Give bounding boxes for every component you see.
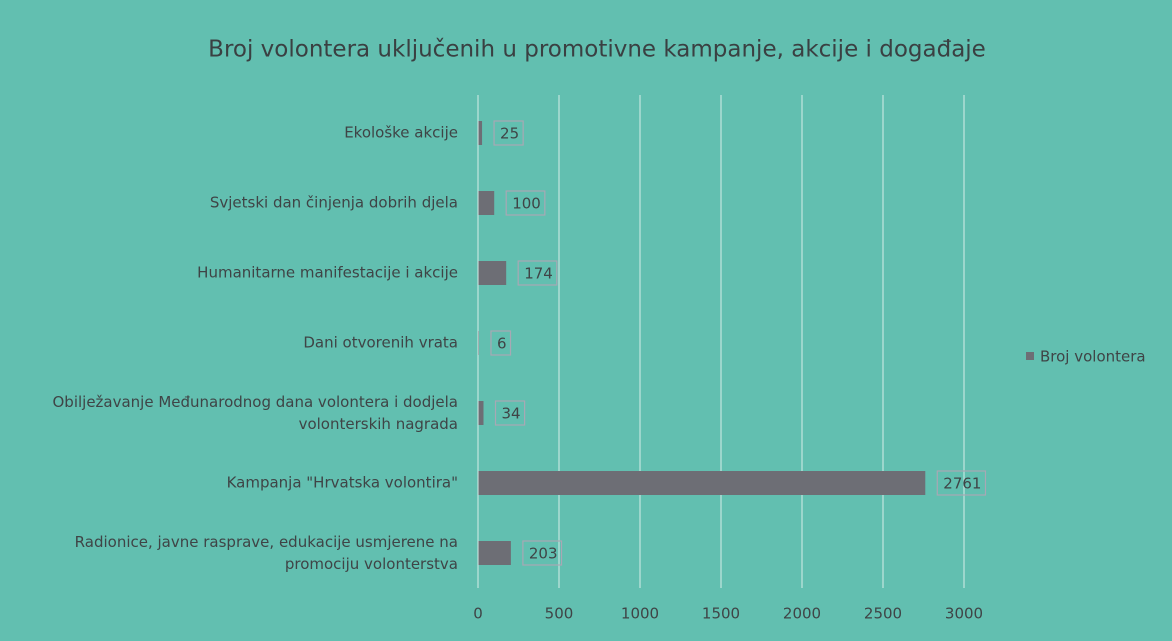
data-label-box	[493, 120, 524, 146]
y-tick-label: Obilježavanje Međunarodnog dana volonter…	[52, 393, 458, 433]
y-tick-label: Kampanja "Hrvatska volontira"	[227, 474, 458, 492]
data-label-box	[494, 400, 526, 426]
x-tick-label: 2000	[783, 605, 821, 623]
bar	[478, 121, 483, 145]
bar	[478, 401, 484, 425]
y-tick-label: Dani otvorenih vrata	[303, 334, 458, 352]
data-label: 100	[512, 195, 541, 213]
x-tick-label: 0	[473, 605, 483, 623]
y-tick-label: Humanitarne manifestacije i akcije	[197, 264, 458, 282]
x-tick-label: 500	[545, 605, 574, 623]
data-label: 203	[529, 545, 558, 563]
data-label-box	[517, 260, 558, 286]
x-tick-label: 1000	[621, 605, 659, 623]
x-tick-label: 1500	[702, 605, 740, 623]
data-label-box	[505, 190, 546, 216]
data-label-box	[936, 470, 987, 496]
data-label: 174	[524, 265, 553, 283]
y-tick-label: Radionice, javne rasprave, edukacije usm…	[75, 533, 458, 573]
data-label: 34	[502, 405, 521, 423]
legend-swatch	[1026, 352, 1034, 360]
legend-label: Broj volontera	[1040, 348, 1146, 366]
bar	[478, 191, 495, 215]
data-label: 25	[500, 125, 519, 143]
data-label: 2761	[943, 475, 981, 493]
x-tick-label: 3000	[945, 605, 983, 623]
data-label: 6	[497, 335, 507, 353]
bar	[478, 541, 511, 565]
data-label-box	[490, 330, 512, 356]
x-tick-label: 2500	[864, 605, 902, 623]
y-tick-label: Svjetski dan činjenja dobrih djela	[210, 194, 458, 212]
bar	[478, 471, 926, 495]
bar	[478, 261, 507, 285]
chart-title: Broj volontera uključenih u promotivne k…	[208, 37, 986, 63]
data-label-box	[522, 540, 563, 566]
y-tick-label: Ekološke akcije	[344, 124, 458, 142]
